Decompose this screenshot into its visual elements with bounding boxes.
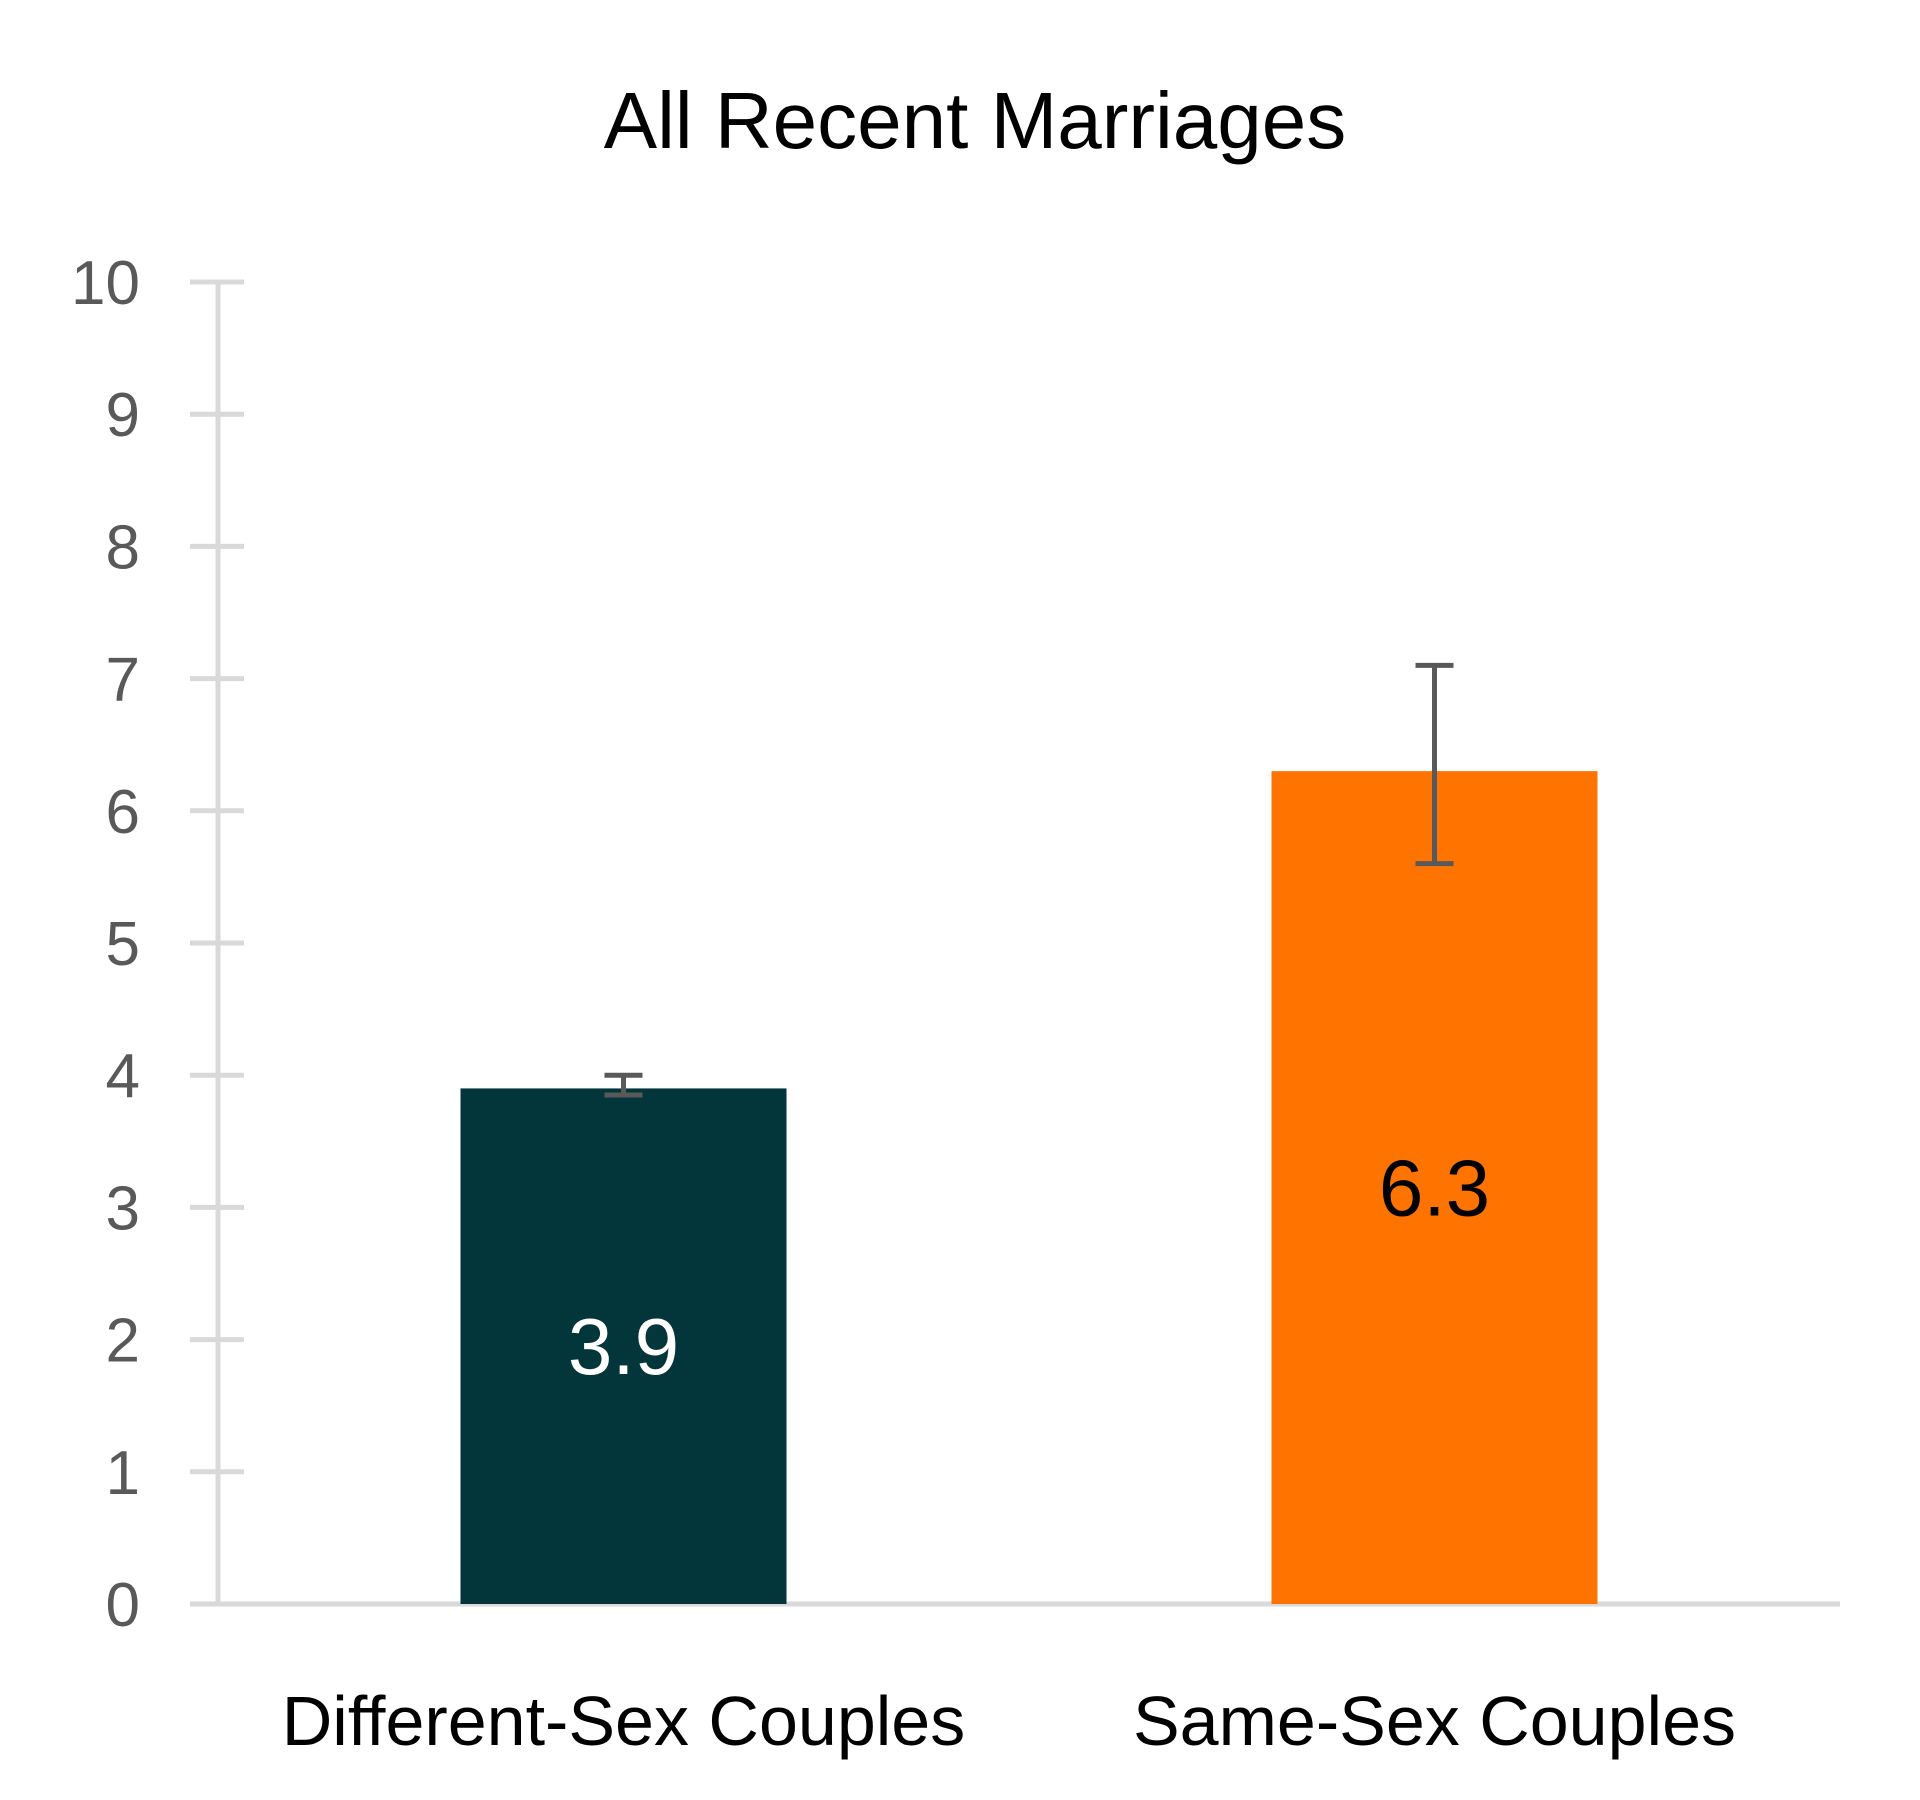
category-label-2: Same-Sex Couples <box>1133 1682 1736 1760</box>
y-tick-label-0: 0 <box>106 1571 140 1640</box>
chart-title: All Recent Marriages <box>604 76 1347 165</box>
y-tick-label-5: 5 <box>106 910 140 979</box>
y-tick-label-6: 6 <box>106 778 140 847</box>
label-layer: 3.9 Different-Sex Couples 6.3 Same-Sex Coup… <box>282 1144 1736 1760</box>
y-tick-label-4: 4 <box>106 1042 140 1111</box>
bar-layer <box>460 662 1598 1604</box>
data-label-1: 3.9 <box>568 1302 679 1391</box>
y-tick-label-10: 10 <box>71 249 140 318</box>
y-tick-label-8: 8 <box>106 513 140 582</box>
bar-1 <box>460 1088 787 1604</box>
data-label-2: 6.3 <box>1379 1144 1490 1233</box>
y-tick-label-1: 1 <box>106 1439 140 1508</box>
category-label-1: Different-Sex Couples <box>282 1682 966 1760</box>
y-tick-label-9: 9 <box>106 381 140 450</box>
bar-2 <box>1271 771 1598 1604</box>
y-tick-label-7: 7 <box>106 646 140 715</box>
y-tick-label-3: 3 <box>106 1174 140 1243</box>
y-tick-label-2: 2 <box>106 1307 140 1376</box>
